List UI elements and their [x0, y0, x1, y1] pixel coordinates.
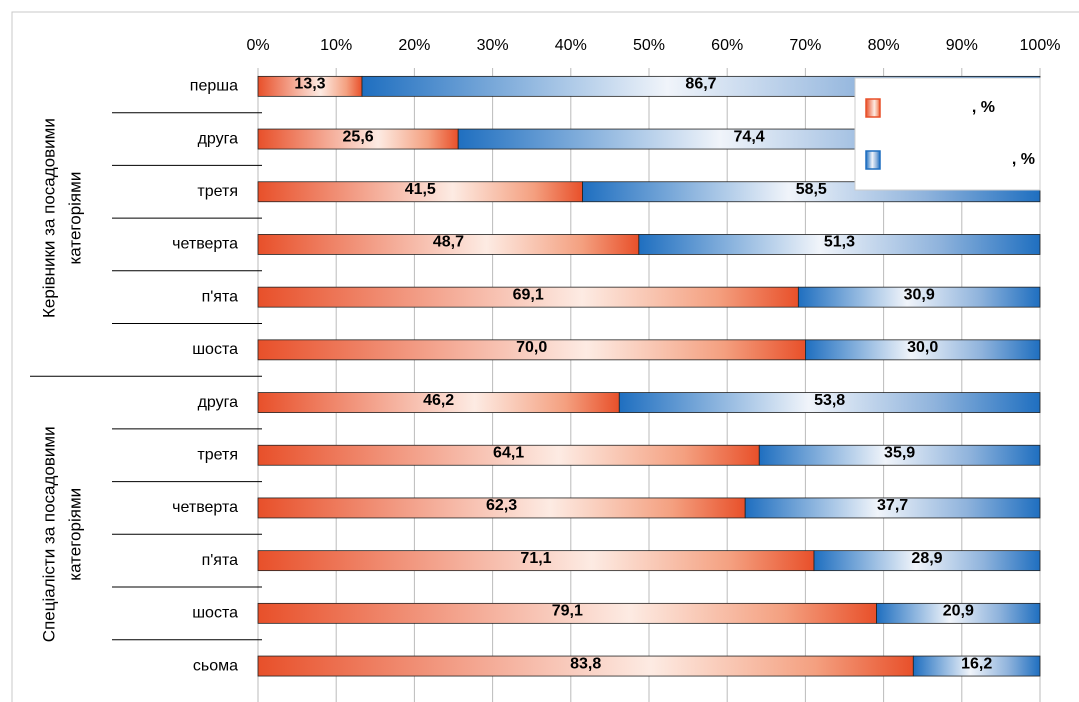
value-label: 64,1 — [493, 444, 524, 461]
bar-segment — [618, 392, 1041, 413]
value-label: 35,9 — [884, 444, 915, 461]
value-label: 46,2 — [423, 392, 454, 409]
legend-label: , % — [1012, 151, 1035, 168]
bar-segment — [813, 550, 1041, 572]
frame — [11, 11, 1079, 702]
y-tick-label: шоста — [192, 341, 238, 358]
value-label: 20,9 — [943, 603, 974, 620]
value-label: 37,7 — [877, 497, 908, 514]
x-tick-label: 10% — [320, 37, 352, 54]
value-label: 83,8 — [570, 655, 601, 672]
value-label: 30,9 — [904, 286, 935, 303]
y-tick-label: друга — [198, 130, 239, 147]
bar-segment — [805, 339, 1041, 361]
y-tick-label: п'ята — [202, 552, 239, 569]
group-label: категоріями — [65, 488, 84, 581]
x-tick-label: 20% — [398, 37, 430, 54]
value-label: 48,7 — [433, 234, 464, 251]
y-tick-label: сьома — [193, 657, 238, 674]
value-label: 28,9 — [911, 550, 942, 567]
x-tick-label: 100% — [1020, 37, 1061, 54]
value-label: 62,3 — [486, 497, 517, 514]
legend-label: , % — [972, 99, 995, 116]
x-tick-label: 40% — [555, 37, 587, 54]
group-label: категоріями — [65, 172, 84, 265]
group-label: Керівники за посадовими — [39, 118, 58, 318]
x-tick-label: 80% — [868, 37, 900, 54]
x-tick-label: 0% — [246, 37, 269, 54]
value-label: 70,0 — [516, 339, 547, 356]
value-label: 41,5 — [405, 181, 436, 198]
x-tick-label: 60% — [711, 37, 743, 54]
value-label: 74,4 — [734, 128, 765, 145]
value-label: 25,6 — [343, 128, 374, 145]
x-tick-label: 70% — [789, 37, 821, 54]
value-label: 16,2 — [961, 655, 992, 672]
bar-segment — [912, 655, 1041, 677]
y-tick-label: четверта — [172, 236, 238, 253]
bar-segment — [758, 444, 1041, 466]
bar-segment — [797, 286, 1041, 308]
x-tick-label: 90% — [946, 37, 978, 54]
y-tick-label: третя — [197, 446, 238, 463]
value-label: 51,3 — [824, 234, 855, 251]
x-tick-label: 30% — [477, 37, 509, 54]
y-tick-label: п'ята — [202, 288, 239, 305]
legend-box — [854, 77, 1041, 191]
group-label: Спеціалісти за посадовими — [39, 426, 58, 642]
value-label: 30,0 — [907, 339, 938, 356]
value-label: 86,7 — [685, 76, 716, 93]
legend: , % , % — [854, 77, 1041, 191]
value-label: 71,1 — [520, 550, 551, 567]
y-tick-label: шоста — [192, 605, 238, 622]
bar-segment — [876, 602, 1041, 624]
y-tick-label: друга — [198, 394, 239, 411]
value-label: 13,3 — [294, 76, 325, 93]
value-label: 58,5 — [796, 181, 827, 198]
value-label: 53,8 — [814, 392, 845, 409]
value-label: 79,1 — [552, 603, 583, 620]
y-tick-label: перша — [190, 78, 238, 95]
y-tick-label: четверта — [172, 499, 238, 516]
x-tick-label: 50% — [633, 37, 665, 54]
legend-swatch — [865, 150, 881, 170]
legend-swatch — [865, 98, 881, 118]
y-tick-label: третя — [197, 183, 238, 200]
value-label: 69,1 — [513, 286, 544, 303]
bar-segment — [744, 497, 1041, 519]
bar-segment — [638, 234, 1041, 255]
